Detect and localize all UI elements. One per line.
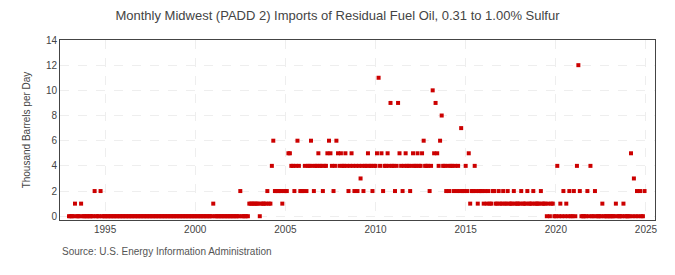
svg-text:2005: 2005	[274, 224, 297, 235]
svg-text:4: 4	[51, 160, 57, 171]
svg-text:2000: 2000	[184, 224, 207, 235]
svg-text:2020: 2020	[545, 224, 568, 235]
svg-text:14: 14	[46, 35, 58, 46]
svg-text:12: 12	[46, 60, 58, 71]
svg-text:0: 0	[51, 211, 57, 222]
svg-text:2: 2	[51, 186, 57, 197]
svg-text:1995: 1995	[94, 224, 117, 235]
svg-text:2010: 2010	[364, 224, 387, 235]
svg-text:Monthly Midwest (PADD 2) Impor: Monthly Midwest (PADD 2) Imports of Resi…	[115, 8, 560, 23]
svg-text:2015: 2015	[455, 224, 478, 235]
svg-text:10: 10	[46, 85, 58, 96]
svg-text:2025: 2025	[635, 224, 658, 235]
svg-text:Thousand Barrels per Day: Thousand Barrels per Day	[21, 72, 32, 189]
svg-text:6: 6	[51, 135, 57, 146]
svg-text:8: 8	[51, 110, 57, 121]
svg-text:Source: U.S. Energy Informatio: Source: U.S. Energy Information Administ…	[62, 246, 272, 257]
